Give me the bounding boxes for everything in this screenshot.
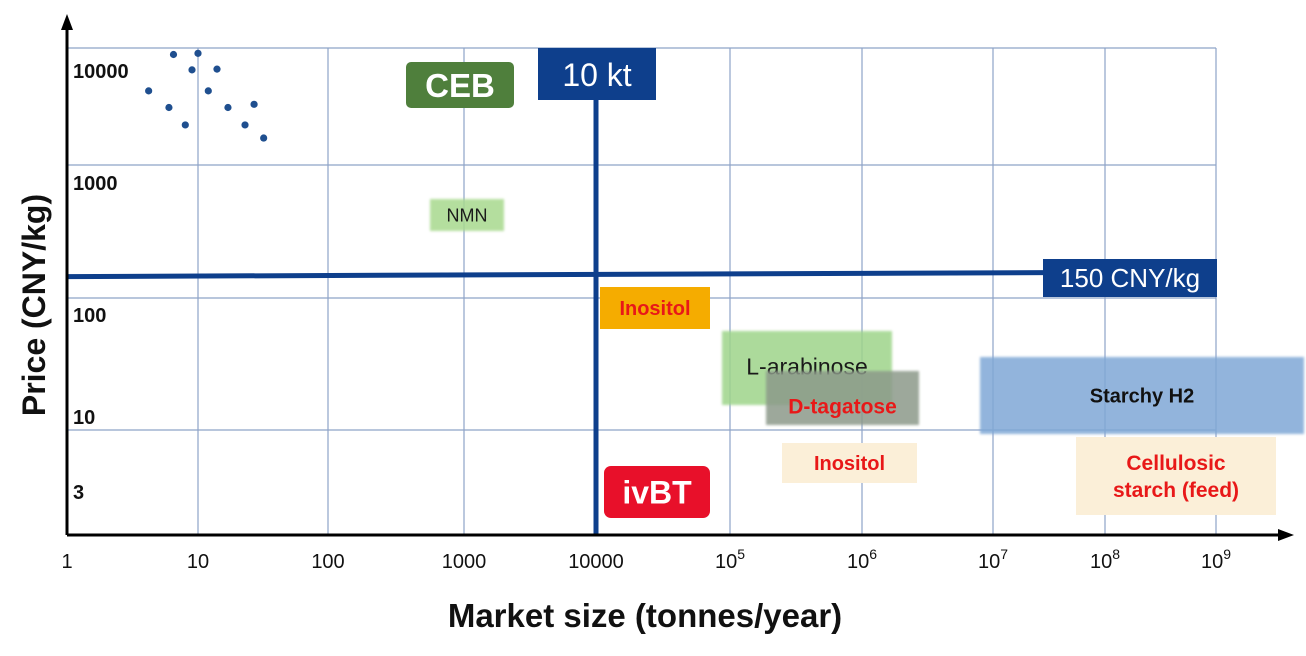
svg-text:150 CNY/kg: 150 CNY/kg (1060, 263, 1200, 293)
cellulosic-starch-label: Cellulosic starch (feed) (1076, 437, 1276, 515)
x-tick-label: 109 (1201, 546, 1231, 573)
svg-text:ivBT: ivBT (622, 475, 692, 511)
svg-text:10 kt: 10 kt (562, 57, 631, 93)
svg-text:Inositol: Inositol (619, 298, 690, 320)
y-tick-labels: 10000 1000 100 10 3 (73, 61, 129, 504)
d-tagatose-label: D-tagatose (766, 371, 919, 425)
x-axis-arrow (1278, 529, 1294, 541)
y-axis-arrow (61, 14, 73, 30)
x-tick-label: 1000 (442, 551, 487, 573)
scatter-point (213, 65, 221, 73)
x-tick-label: 100 (311, 551, 344, 573)
x-tick-label: 106 (847, 546, 877, 573)
scatter-point (181, 121, 189, 129)
scatter-point (224, 103, 232, 112)
y-tick-label: 10 (73, 407, 95, 429)
nmn-label: NMN (430, 199, 504, 231)
starchy-h2-label: Starchy H2 (980, 357, 1304, 434)
x-tick-label: 10000 (568, 551, 624, 573)
inositol-label-high: Inositol (600, 287, 710, 329)
svg-text:NMN: NMN (447, 205, 488, 225)
svg-text:CEB: CEB (425, 67, 495, 104)
inositol-label-low: Inositol (782, 443, 917, 483)
svg-text:Starchy H2: Starchy H2 (1090, 386, 1195, 408)
x-tick-label: 1 (61, 551, 72, 573)
svg-text:Inositol: Inositol (814, 453, 885, 475)
ivbt-label: ivBT (604, 466, 710, 518)
y-tick-label: 100 (73, 305, 106, 327)
scatter-points (145, 49, 268, 142)
scatter-point (260, 134, 268, 142)
ceb-label: CEB (406, 62, 514, 108)
svg-text:D-tagatose: D-tagatose (788, 396, 897, 419)
scatter-point (145, 87, 153, 95)
y-tick-label: 3 (73, 482, 84, 504)
scatter-point (165, 103, 173, 112)
threshold-label-150: 150 CNY/kg (1043, 259, 1217, 297)
y-axis-title: Price (CNY/kg) (16, 194, 52, 416)
threshold-line-150 (66, 270, 1046, 280)
x-tick-label: 107 (978, 546, 1008, 573)
scatter-point (250, 100, 258, 108)
threshold-labels: 10 kt 150 CNY/kg (538, 48, 1217, 297)
axes (61, 14, 1294, 541)
threshold-label-10kt: 10 kt (538, 48, 656, 100)
scatter-point (194, 49, 202, 57)
x-tick-label: 108 (1090, 546, 1120, 573)
scatter-point (188, 66, 196, 74)
x-tick-labels: 1 10 100 1000 10000 105 106 107 108 109 (61, 546, 1231, 573)
x-tick-label: 105 (715, 546, 745, 573)
y-tick-label: 10000 (73, 61, 129, 83)
scatter-point (241, 121, 249, 129)
scatter-point (169, 50, 178, 59)
x-axis-title: Market size (tonnes/year) (448, 597, 842, 634)
y-tick-label: 1000 (73, 173, 118, 195)
scatter-point (204, 87, 212, 95)
x-tick-label: 10 (187, 551, 209, 573)
